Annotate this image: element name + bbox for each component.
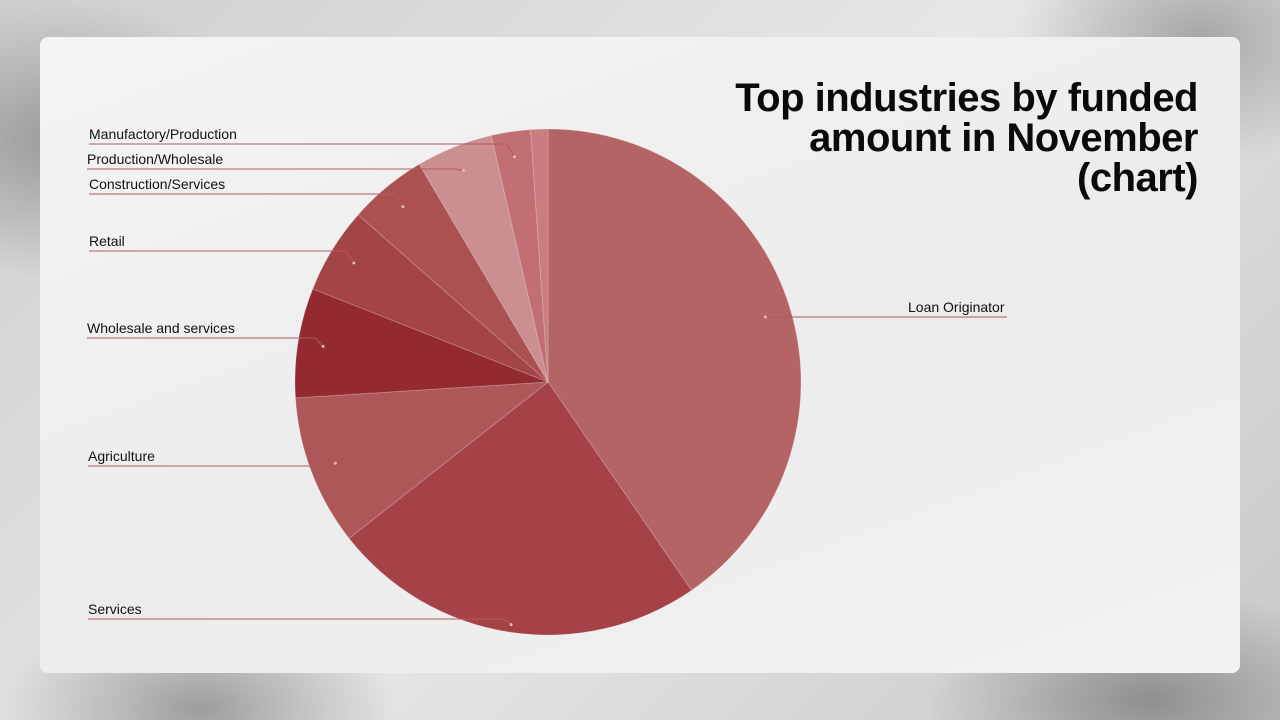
leader-dot-construction-services	[401, 205, 405, 209]
slice-production-wholesale	[418, 134, 549, 383]
leader-dot-services	[509, 623, 513, 627]
leader-dot-loan-originator	[763, 315, 767, 319]
leader-dot-wholesale-and-services	[321, 344, 325, 348]
slice-loan-originator	[547, 128, 802, 592]
leader-line-services	[88, 618, 512, 626]
label-wholesale-and-services: Wholesale and services	[87, 320, 235, 336]
slice-services	[348, 381, 693, 636]
slice-manufactory-production	[490, 129, 549, 383]
slice-agriculture	[294, 381, 550, 540]
label-retail: Retail	[89, 233, 125, 249]
slice-wholesale-and-services	[294, 288, 549, 399]
leader-line-agriculture	[88, 462, 336, 467]
label-agriculture: Agriculture	[88, 448, 155, 464]
label-loan-originator: Loan Originator	[908, 299, 1005, 315]
leader-dot-production-wholesale	[462, 169, 465, 173]
leader-dot-agriculture	[333, 461, 337, 465]
leader-line-production-wholesale	[87, 168, 464, 172]
leader-lines	[87, 143, 1007, 627]
leader-line-retail	[89, 250, 355, 264]
label-manufactory-production: Manufactory/Production	[89, 126, 237, 142]
slice-retail	[312, 213, 549, 383]
label-services: Services	[88, 601, 142, 617]
slice-other	[529, 128, 549, 383]
chart-title: Top industries by funded amount in Novem…	[735, 76, 1198, 200]
label-construction-services: Construction/Services	[89, 176, 225, 192]
leader-line-manufactory-production	[89, 143, 515, 158]
leader-dot-manufactory-production	[513, 155, 516, 159]
leader-dot-retail	[352, 261, 356, 265]
label-production-wholesale: Production/Wholesale	[87, 151, 223, 167]
pie-slices	[294, 128, 802, 636]
leader-line-wholesale-and-services	[87, 337, 324, 347]
slice-construction-services	[357, 163, 549, 383]
leader-line-construction-services	[89, 193, 404, 207]
slice-labels: Loan Originator Services Agriculture Wholes…	[87, 126, 1005, 617]
